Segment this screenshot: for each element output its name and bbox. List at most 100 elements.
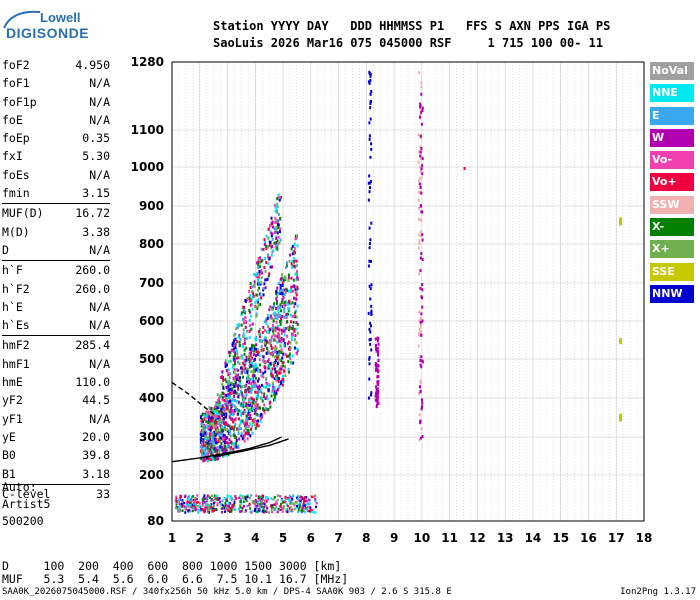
- echo-dot: [225, 436, 228, 440]
- param-row: foF1p N/A: [2, 93, 110, 111]
- echo-dot: [218, 413, 221, 417]
- param-value: N/A: [89, 356, 110, 371]
- echo-dot: [235, 356, 238, 360]
- echo-dot: [289, 356, 292, 360]
- echo-dot: [264, 370, 267, 374]
- echo-dot: [258, 509, 261, 512]
- echo-dot: [278, 339, 281, 343]
- echo-dot: [291, 289, 294, 293]
- echo-dot: [267, 255, 270, 259]
- echo-dot: [250, 370, 253, 374]
- echo-dot: [200, 438, 203, 442]
- echo-dot: [202, 419, 205, 423]
- echo-dot: [250, 297, 253, 301]
- echo-dot: [210, 506, 213, 509]
- echo-dot: [259, 420, 262, 424]
- echo-dot: [256, 395, 259, 399]
- x-tick-label: 6: [307, 531, 315, 545]
- echo-dot: [199, 507, 202, 511]
- echo-dot: [203, 495, 206, 499]
- echo-dot: [292, 494, 295, 497]
- echo-dot: [248, 360, 251, 364]
- echo-dot: [418, 242, 421, 246]
- echo-dot: [420, 365, 423, 369]
- echo-dot: [233, 359, 236, 363]
- autoscaling-version: 500200: [2, 514, 44, 528]
- echo-dot: [275, 208, 278, 212]
- echo-dot: [421, 288, 424, 292]
- echo-dot: [273, 227, 276, 231]
- echo-dot: [243, 352, 246, 356]
- echo-dot: [262, 359, 265, 363]
- echo-dot: [276, 335, 279, 339]
- echo-dot: [244, 422, 247, 426]
- echo-dot: [263, 338, 266, 342]
- echo-dot: [275, 502, 278, 505]
- echo-dot: [201, 449, 204, 453]
- echo-dot: [275, 370, 278, 374]
- echo-dot: [258, 387, 261, 391]
- echo-dot: [270, 394, 273, 398]
- echo-dot: [240, 391, 243, 395]
- echo-dot: [305, 499, 308, 503]
- y-tick-label: 900: [139, 199, 164, 213]
- echo-dot: [252, 382, 255, 386]
- echo-dot: [212, 450, 215, 454]
- echo-dot: [244, 432, 247, 436]
- echo-dot: [279, 286, 282, 290]
- echo-dot: [279, 503, 282, 506]
- echo-dot: [233, 445, 236, 449]
- echo-dot: [239, 506, 242, 509]
- echo-dot: [233, 339, 236, 343]
- echo-dot: [258, 327, 261, 331]
- echo-dot: [421, 109, 424, 113]
- echo-dot: [282, 364, 285, 368]
- echo-dot: [265, 261, 268, 265]
- echo-dot: [256, 504, 259, 507]
- echo-dot: [210, 439, 213, 443]
- param-name: hmF2: [2, 338, 30, 353]
- echo-dot: [284, 374, 287, 378]
- echo-dot: [231, 420, 234, 424]
- echo-dot: [249, 293, 252, 297]
- echo-dot: [254, 337, 257, 341]
- echo-dot: [272, 361, 275, 365]
- echo-dot: [233, 498, 236, 502]
- echo-dot: [202, 459, 205, 463]
- echo-dot: [237, 387, 240, 391]
- echo-dot: [257, 260, 260, 264]
- echo-dot: [368, 72, 371, 76]
- param-name: foF2: [2, 58, 30, 72]
- echo-dot: [225, 441, 228, 445]
- echo-dot: [275, 243, 278, 247]
- echo-dot: [236, 340, 239, 344]
- echo-dot: [370, 90, 373, 94]
- echo-dot: [253, 280, 256, 284]
- echo-dot: [246, 418, 249, 422]
- echo-dot: [200, 508, 203, 511]
- echo-dot: [256, 272, 259, 276]
- echo-dot: [283, 505, 286, 508]
- echo-dot: [273, 360, 276, 364]
- echo-dot: [242, 421, 245, 425]
- echo-dot: [229, 502, 232, 505]
- echo-dot: [256, 279, 259, 283]
- echo-dot: [220, 408, 223, 412]
- echo-dot: [236, 325, 239, 329]
- echo-dot: [286, 319, 289, 323]
- x-tick-label: 17: [608, 531, 625, 545]
- echo-dot: [269, 361, 272, 365]
- legend-item-noval: NoVal: [650, 62, 694, 80]
- echo-dot: [288, 352, 291, 356]
- echo-dot: [283, 333, 286, 337]
- echo-dot: [200, 452, 203, 456]
- echo-dot: [253, 366, 256, 370]
- echo-dot: [233, 418, 236, 422]
- echo-dot: [420, 295, 423, 299]
- echo-dot: [208, 435, 211, 439]
- echo-dot: [293, 252, 296, 256]
- param-row: fxI 5.30: [2, 147, 110, 165]
- echo-dot: [179, 505, 182, 508]
- echo-dot: [418, 113, 421, 117]
- echo-dot: [211, 426, 214, 430]
